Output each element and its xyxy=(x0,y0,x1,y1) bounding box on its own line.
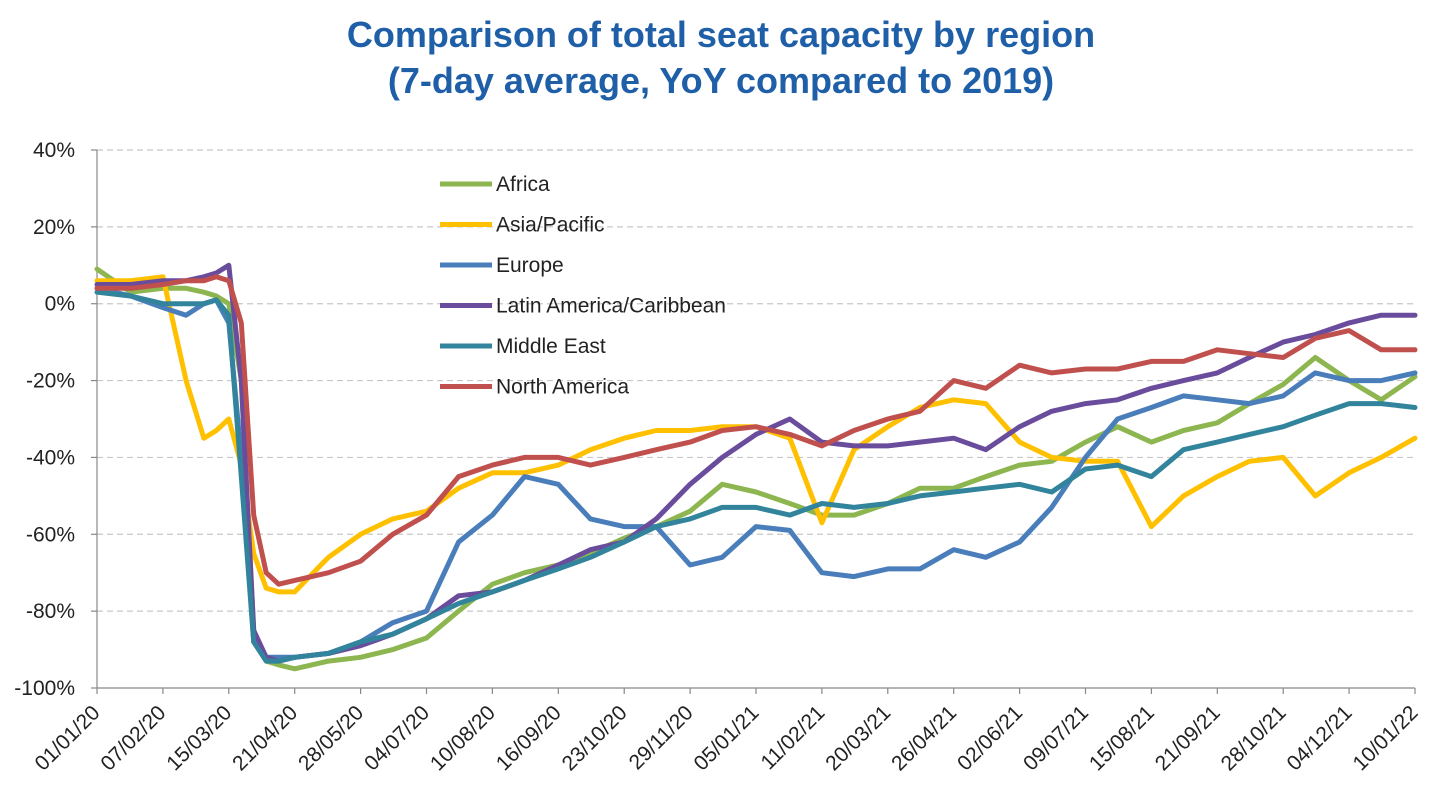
x-tick-label: 11/02/21 xyxy=(756,701,829,774)
series-line-middle-east xyxy=(94,289,1418,664)
y-tick-label: -20% xyxy=(26,370,75,393)
axes xyxy=(91,149,1416,694)
x-tick-label: 16/09/20 xyxy=(492,701,566,775)
series-lines xyxy=(94,262,1418,672)
x-tick-label: 21/09/21 xyxy=(1151,701,1225,775)
x-tick-label: 28/10/21 xyxy=(1217,701,1291,775)
x-tick-label: 26/04/21 xyxy=(887,701,961,775)
y-tick-label: -80% xyxy=(26,600,75,623)
x-tick-label: 23/10/20 xyxy=(558,701,632,775)
x-tick-label: 28/05/20 xyxy=(294,701,368,775)
x-tick-label: 09/07/21 xyxy=(1019,701,1093,775)
legend-label: Latin America/Caribbean xyxy=(496,295,726,318)
x-tick-labels: 01/01/2007/02/2015/03/2021/04/2028/05/20… xyxy=(30,701,1422,775)
chart-subtitle: (7-day average, YoY compared to 2019) xyxy=(387,60,1055,101)
legend: Africa Asia/Pacific Europe Latin America/Ca… xyxy=(440,173,726,399)
legend-label: Middle East xyxy=(496,335,606,358)
x-tick-label: 04/07/20 xyxy=(360,701,434,775)
legend-label: Europe xyxy=(496,254,564,277)
y-tick-label: -40% xyxy=(26,446,75,469)
x-tick-label: 02/06/21 xyxy=(953,701,1027,775)
x-tick-label: 04/12/21 xyxy=(1283,701,1357,775)
y-tick-label: 40% xyxy=(33,139,75,162)
x-tick-label: 07/02/20 xyxy=(96,701,170,775)
series-line-africa xyxy=(94,266,1418,672)
series-line-europe xyxy=(94,285,1418,660)
y-tick-label: 20% xyxy=(33,216,75,239)
legend-label: Africa xyxy=(496,173,550,196)
x-tick-label: 29/11/20 xyxy=(625,701,698,774)
chart-title: Comparison of total seat capacity by reg… xyxy=(346,14,1096,55)
legend-label: Asia/Pacific xyxy=(496,214,605,237)
y-tick-label: -60% xyxy=(26,523,75,546)
gridlines xyxy=(97,149,1415,612)
series-line-latin-america-caribbean xyxy=(94,262,1418,664)
x-tick-label: 10/08/20 xyxy=(426,701,500,775)
x-tick-label: 15/03/20 xyxy=(162,701,236,775)
x-tick-label: 15/08/21 xyxy=(1085,701,1159,775)
y-tick-label: -100% xyxy=(14,677,75,700)
x-tick-label: 10/01/22 xyxy=(1348,701,1422,775)
x-tick-label: 20/03/21 xyxy=(821,701,895,775)
legend-label: North America xyxy=(496,376,629,399)
y-tick-labels: 40% 20% 0% -20% -40% -60% -80% -100% xyxy=(14,139,75,700)
x-tick-label: 01/01/20 xyxy=(30,701,104,775)
x-tick-label: 21/04/20 xyxy=(228,701,302,775)
x-tick-label: 05/01/21 xyxy=(689,701,763,775)
series-line-north-america xyxy=(94,274,1418,587)
y-tick-label: 0% xyxy=(45,293,75,316)
chart-title-block: Comparison of total seat capacity by reg… xyxy=(0,12,1442,104)
